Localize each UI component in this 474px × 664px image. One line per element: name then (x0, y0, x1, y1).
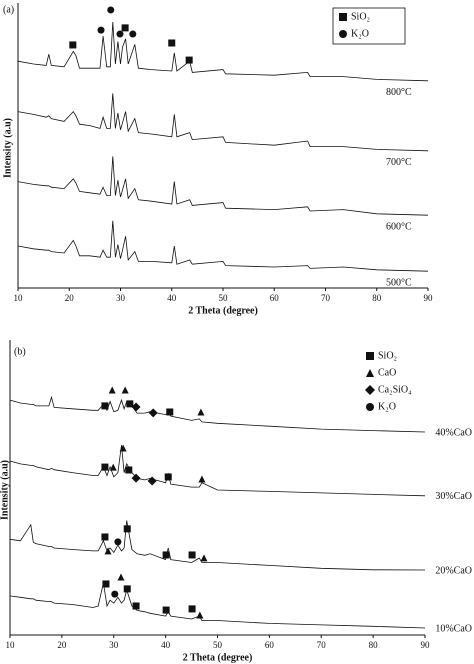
phase-marker (164, 473, 172, 481)
legend-label: CaO (378, 367, 396, 378)
phase-marker (131, 473, 141, 483)
phase-marker (69, 41, 77, 49)
phase-marker (125, 466, 133, 474)
x-tick-label: 40 (167, 293, 177, 303)
x-tick-label: 70 (321, 293, 331, 303)
x-axis-title: 2 Theta (degree) (183, 652, 253, 663)
phase-marker (129, 30, 137, 38)
diffraction-trace (17, 220, 429, 272)
phase-marker (101, 533, 109, 541)
phase-marker (162, 551, 170, 559)
legend-symbol (339, 13, 347, 21)
phase-marker (109, 463, 117, 471)
diffraction-trace (9, 520, 426, 571)
phase-marker (148, 408, 158, 418)
phase-marker (119, 444, 127, 452)
phase-marker (198, 475, 206, 483)
panel-label: (a) (3, 4, 14, 15)
diffraction-trace (17, 156, 429, 216)
phase-marker (126, 400, 134, 408)
x-tick-label: 80 (369, 640, 379, 650)
y-axis-title: Intensity (a.u) (2, 118, 13, 178)
phase-marker (132, 602, 140, 610)
phase-marker (102, 580, 110, 588)
legend-frame (332, 7, 406, 45)
x-tick-label: 50 (213, 640, 223, 650)
phase-marker (131, 402, 141, 412)
legend-label: K₂O (351, 28, 369, 39)
x-tick-label: 10 (6, 640, 16, 650)
phase-marker (101, 463, 109, 471)
phase-marker (114, 538, 122, 546)
x-tick-label: 30 (109, 640, 119, 650)
phase-marker (121, 386, 129, 394)
x-tick-label: 50 (219, 293, 229, 303)
legend-symbol (366, 352, 374, 360)
x-tick-label: 10 (14, 293, 24, 303)
x-tick-label: 90 (421, 640, 431, 650)
phase-marker (107, 6, 115, 14)
legend-label: SiO₂ (378, 350, 397, 361)
phase-marker (116, 30, 124, 38)
phase-marker (123, 525, 131, 533)
trace-label: 600°C (386, 221, 412, 232)
phase-marker (108, 386, 116, 394)
phase-marker (101, 402, 109, 410)
trace-label: 800°C (386, 87, 412, 98)
x-tick-label: 30 (116, 293, 126, 303)
diffraction-trace (9, 582, 426, 629)
diffraction-trace (9, 444, 426, 497)
trace-label: 700°C (386, 157, 412, 168)
x-tick-label: 20 (65, 293, 75, 303)
phase-marker (123, 585, 131, 593)
phase-marker (196, 611, 204, 619)
phase-marker (97, 26, 105, 34)
trace-label: 20%CaO (435, 565, 472, 576)
phase-marker (188, 605, 196, 613)
trace-label: 30%CaO (435, 491, 472, 502)
phase-marker (117, 573, 125, 581)
legend-symbol (365, 385, 375, 395)
phase-marker (104, 547, 112, 555)
x-tick-label: 90 (424, 293, 434, 303)
panel-label: (b) (14, 346, 26, 357)
phase-marker (147, 476, 157, 486)
trace-label: 500°C (386, 277, 412, 288)
legend-label: Ca₂SiO₄ (378, 384, 412, 395)
legend-label: SiO₂ (351, 11, 370, 22)
legend-symbol (366, 403, 374, 411)
phase-marker (121, 24, 129, 32)
diffraction-trace (17, 93, 429, 152)
phase-marker (188, 551, 196, 559)
x-tick-label: 80 (372, 293, 382, 303)
diffraction-trace (17, 21, 429, 82)
x-axis-title: 2 Theta (degree) (188, 305, 258, 316)
phase-marker (111, 590, 119, 598)
phase-marker (166, 408, 174, 416)
x-tick-label: 60 (270, 293, 280, 303)
x-tick-label: 40 (161, 640, 171, 650)
legend-symbol (339, 30, 347, 38)
x-tick-label: 60 (265, 640, 275, 650)
trace-label: 10%CaO (435, 623, 472, 634)
phase-marker (197, 408, 205, 416)
phase-marker (162, 606, 170, 614)
diffraction-trace (9, 395, 426, 433)
legend-label: K₂O (378, 401, 396, 412)
legend-symbol (366, 369, 374, 377)
phase-marker (185, 56, 193, 64)
trace-label: 40%CaO (435, 427, 472, 438)
y-axis-title: Intensity (a.u) (0, 460, 10, 520)
x-tick-label: 70 (317, 640, 327, 650)
phase-marker (200, 554, 208, 562)
phase-marker (168, 39, 176, 47)
x-tick-label: 20 (57, 640, 67, 650)
